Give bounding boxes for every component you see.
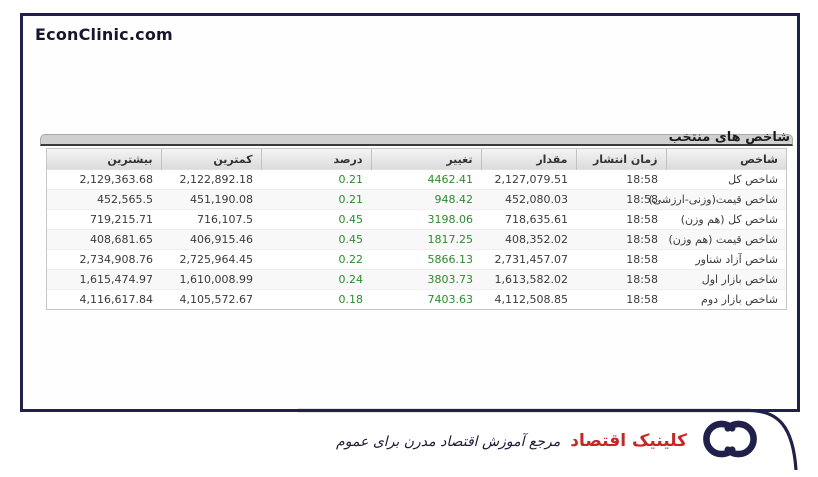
- cell-change: 3803.73: [427, 273, 474, 286]
- footer-brand-name: کلینیک اقتصاد: [570, 431, 687, 451]
- table-row: شاخص قیمت (هم وزن) 18:58 408,352.02 1817.25…: [47, 229, 786, 250]
- cell-high: 408,681.65: [90, 233, 153, 246]
- table-row: شاخص بازار دوم 18:58 4,112,508.85 7403.63 0.…: [47, 289, 786, 310]
- table-header-row: شاخص زمان انتشار مقدار تغییر درصد کمترین…: [47, 149, 786, 170]
- footer-tagline: مرجع آموزش اقتصاد مدرن برای عموم: [336, 434, 561, 450]
- table-row: شاخص آزاد شناور 18:58 2,731,457.07 5866.13 0…: [47, 249, 786, 270]
- table-row: شاخص قیمت(وزنی-ارزشی) 18:58 452,080.03 948.…: [47, 189, 786, 210]
- cell-low: 716,107.5: [197, 213, 253, 226]
- main-window: EconClinic.com شاخص های منتخب شاخص زمان …: [20, 13, 800, 412]
- cell-low: 4,105,572.67: [179, 293, 253, 306]
- cell-high: 1,615,474.97: [79, 273, 153, 286]
- column-header-change[interactable]: تغییر: [370, 149, 481, 170]
- cell-percent: 0.21: [338, 193, 364, 206]
- column-header-publish-time[interactable]: زمان انتشار: [575, 149, 666, 170]
- footer-logo: کلینیک اقتصاد مرجع آموزش اقتصاد مدرن برا…: [336, 414, 763, 464]
- cell-value: 2,731,457.07: [494, 253, 568, 266]
- cell-time: 18:58: [626, 233, 658, 246]
- cell-index: شاخص بازار اول: [701, 273, 778, 286]
- indices-table: شاخص زمان انتشار مقدار تغییر درصد کمترین…: [47, 149, 786, 309]
- panel-titlebar: شاخص های منتخب: [40, 130, 793, 146]
- column-header-index[interactable]: شاخص: [665, 149, 786, 170]
- table-row: شاخص کل 18:58 2,127,079.51 4462.41 0.21 2,122…: [47, 169, 786, 190]
- site-title: EconClinic.com: [35, 25, 173, 44]
- cell-value: 4,112,508.85: [494, 293, 568, 306]
- panel-title: شاخص های منتخب: [668, 130, 790, 145]
- cell-time: 18:58: [626, 213, 658, 226]
- cell-percent: 0.45: [338, 213, 364, 226]
- table-row: شاخص بازار اول 18:58 1,613,582.02 3803.73 0.…: [47, 269, 786, 290]
- cell-change: 4462.41: [427, 173, 474, 186]
- cell-time: 18:58: [626, 173, 658, 186]
- cell-time: 18:58: [626, 273, 658, 286]
- cell-index: شاخص قیمت(وزنی-ارزشی): [648, 193, 778, 206]
- table-row: شاخص کل (هم وزن) 18:58 718,635.61 3198.06 0.…: [47, 209, 786, 230]
- cell-low: 1,610,008.99: [179, 273, 253, 286]
- cell-value: 1,613,582.02: [494, 273, 568, 286]
- cell-change: 7403.63: [427, 293, 474, 306]
- cell-low: 451,190.08: [190, 193, 253, 206]
- cell-change: 1817.25: [427, 233, 474, 246]
- indices-table-container: شاخص زمان انتشار مقدار تغییر درصد کمترین…: [46, 148, 787, 310]
- cell-change: 5866.13: [427, 253, 474, 266]
- cell-high: 719,215.71: [90, 213, 153, 226]
- cell-percent: 0.18: [338, 293, 364, 306]
- cell-time: 18:58: [626, 293, 658, 306]
- cell-value: 452,080.03: [505, 193, 568, 206]
- cell-high: 452,565.5: [97, 193, 153, 206]
- column-header-percent[interactable]: درصد: [260, 149, 371, 170]
- table-body: شاخص کل 18:58 2,127,079.51 4462.41 0.21 2,122…: [47, 169, 786, 310]
- cell-value: 718,635.61: [505, 213, 568, 226]
- cell-high: 2,734,908.76: [79, 253, 153, 266]
- column-header-value[interactable]: مقدار: [480, 149, 576, 170]
- cell-low: 2,122,892.18: [179, 173, 253, 186]
- cell-change: 3198.06: [427, 213, 474, 226]
- cell-index: شاخص بازار دوم: [701, 293, 778, 306]
- cell-low: 406,915.46: [190, 233, 253, 246]
- cell-low: 2,725,964.45: [179, 253, 253, 266]
- column-header-lowest[interactable]: کمترین: [160, 149, 261, 170]
- cell-index: شاخص کل (هم وزن): [680, 213, 778, 226]
- footer-swoosh-line: [298, 408, 798, 471]
- selected-indices-panel: شاخص های منتخب شاخص زمان انتشار مقدار تغ…: [40, 130, 793, 310]
- cell-time: 18:58: [626, 253, 658, 266]
- cell-percent: 0.21: [338, 173, 364, 186]
- cell-index: شاخص کل: [728, 173, 778, 186]
- cell-high: 2,129,363.68: [79, 173, 153, 186]
- cell-value: 408,352.02: [505, 233, 568, 246]
- interlocked-rings-icon: [703, 420, 757, 458]
- cell-percent: 0.45: [338, 233, 364, 246]
- cell-index: شاخص آزاد شناور: [695, 253, 778, 266]
- cell-change: 948.42: [434, 193, 474, 206]
- cell-value: 2,127,079.51: [494, 173, 568, 186]
- column-header-highest[interactable]: بیشترین: [47, 149, 161, 170]
- cell-index: شاخص قیمت (هم وزن): [668, 233, 778, 246]
- cell-high: 4,116,617.84: [79, 293, 153, 306]
- cell-percent: 0.24: [338, 273, 364, 286]
- cell-percent: 0.22: [338, 253, 364, 266]
- cell-time: 18:58: [626, 193, 658, 206]
